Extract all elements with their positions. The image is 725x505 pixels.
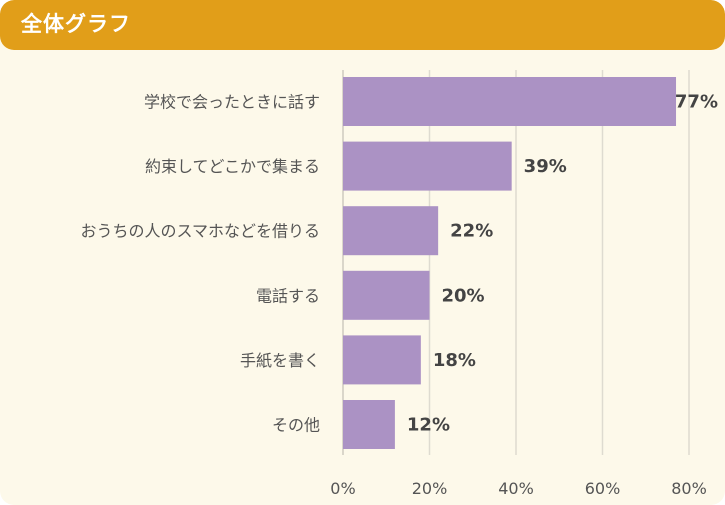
x-tick-label-60: 60% bbox=[585, 479, 621, 498]
data-label-3: 22% bbox=[450, 221, 493, 242]
category-label-3: おうちの人のスマホなどを借りる bbox=[80, 222, 320, 241]
chart-title: 全体グラフ bbox=[21, 12, 131, 36]
bar-4 bbox=[343, 270, 430, 320]
data-label-6: 12% bbox=[407, 415, 450, 436]
bar-6 bbox=[343, 400, 395, 449]
x-tick-label-0: 0% bbox=[330, 479, 355, 498]
x-tick-label-20: 20% bbox=[412, 479, 448, 498]
category-label-4: 電話する bbox=[256, 286, 320, 305]
data-label-5: 18% bbox=[433, 350, 476, 371]
bar-2 bbox=[343, 141, 512, 191]
bar-3 bbox=[343, 206, 439, 256]
chart-header: 全体グラフ bbox=[0, 0, 725, 50]
category-label-2: 約束してどこかで集まる bbox=[145, 157, 320, 176]
data-label-1: 77% bbox=[675, 92, 718, 113]
category-label-6: その他 bbox=[272, 416, 320, 435]
category-label-1: 学校で会ったときに話す bbox=[144, 93, 320, 112]
category-label-5: 手紙を書く bbox=[240, 351, 320, 370]
bar-5 bbox=[343, 335, 421, 385]
x-tick-label-40: 40% bbox=[498, 479, 534, 498]
data-label-4: 20% bbox=[442, 285, 485, 306]
bar-1 bbox=[343, 77, 677, 126]
x-tick-label-80: 80% bbox=[671, 479, 707, 498]
data-label-2: 39% bbox=[524, 156, 567, 177]
